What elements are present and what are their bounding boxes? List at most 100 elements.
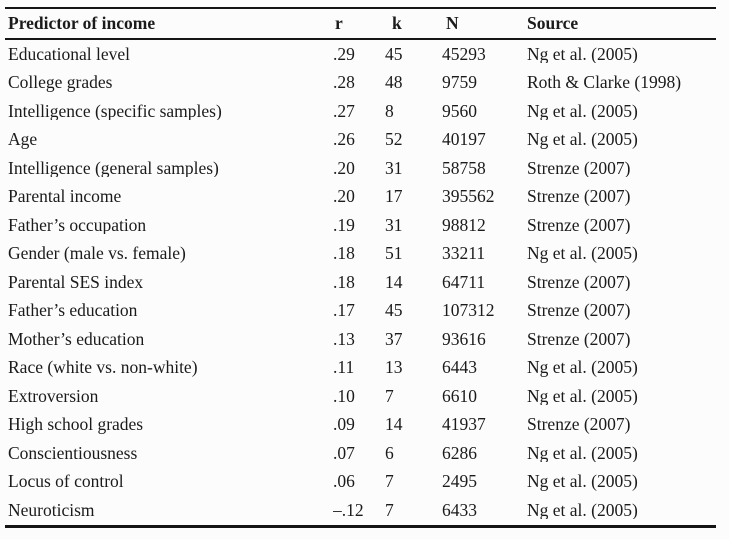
cell-n: 64711 xyxy=(442,273,486,291)
cell-k: 45 xyxy=(385,302,403,320)
table-body: Educational level .29 45 45293 Ng et al.… xyxy=(5,40,716,528)
cell-source: Ng et al. (2005) xyxy=(527,444,638,462)
cell-predictor: Intelligence (general samples) xyxy=(8,159,219,177)
cell-source: Strenze (2007) xyxy=(527,330,631,348)
cell-k: 7 xyxy=(385,501,394,519)
table-row: Gender (male vs. female) .18 51 33211 Ng… xyxy=(5,240,716,269)
cell-source: Strenze (2007) xyxy=(527,159,631,177)
column-header-source: Source xyxy=(527,14,579,33)
column-header-k: k xyxy=(392,14,402,33)
cell-k: 7 xyxy=(385,473,394,491)
cell-source: Ng et al. (2005) xyxy=(527,45,638,63)
cell-k: 6 xyxy=(385,444,394,462)
column-header-r: r xyxy=(335,14,343,33)
cell-source: Ng et al. (2005) xyxy=(527,245,638,263)
cell-source: Ng et al. (2005) xyxy=(527,102,638,120)
cell-source: Ng et al. (2005) xyxy=(527,359,638,377)
table-header-row: Predictor of income r k N Source xyxy=(5,7,716,40)
cell-source: Strenze (2007) xyxy=(527,302,631,320)
cell-r: .27 xyxy=(333,102,355,120)
cell-r: .07 xyxy=(333,444,355,462)
table-row: Mother’s education .13 37 93616 Strenze … xyxy=(5,325,716,354)
cell-r: .06 xyxy=(333,473,355,491)
cell-r: .19 xyxy=(333,216,355,234)
cell-n: 58758 xyxy=(442,159,486,177)
cell-r: .09 xyxy=(333,416,355,434)
cell-predictor: Parental SES index xyxy=(8,273,144,291)
cell-source: Roth & Clarke (1998) xyxy=(527,74,682,92)
column-header-n: N xyxy=(446,14,459,33)
cell-predictor: Educational level xyxy=(8,45,130,63)
cell-r: .26 xyxy=(333,131,355,149)
cell-predictor: Locus of control xyxy=(8,473,124,491)
table-row: Race (white vs. non-white) .11 13 6443 N… xyxy=(5,354,716,383)
cell-n: 6610 xyxy=(442,387,477,405)
cell-n: 98812 xyxy=(442,216,486,234)
cell-r: .17 xyxy=(333,302,355,320)
table-row: Father’s education .17 45 107312 Strenze… xyxy=(5,297,716,326)
table-row: Locus of control .06 7 2495 Ng et al. (2… xyxy=(5,468,716,497)
cell-n: 9560 xyxy=(442,102,477,120)
table-row: Educational level .29 45 45293 Ng et al.… xyxy=(5,40,716,69)
cell-n: 93616 xyxy=(442,330,486,348)
table-row: Parental SES index .18 14 64711 Strenze … xyxy=(5,268,716,297)
cell-k: 7 xyxy=(385,387,394,405)
column-header-predictor: Predictor of income xyxy=(8,14,156,33)
cell-k: 17 xyxy=(385,188,403,206)
cell-k: 51 xyxy=(385,245,403,263)
cell-n: 395562 xyxy=(442,188,495,206)
cell-source: Ng et al. (2005) xyxy=(527,501,638,519)
table-row: Conscientiousness .07 6 6286 Ng et al. (… xyxy=(5,439,716,468)
cell-k: 14 xyxy=(385,273,403,291)
table-row: Father’s occupation .19 31 98812 Strenze… xyxy=(5,211,716,240)
cell-k: 14 xyxy=(385,416,403,434)
cell-n: 9759 xyxy=(442,74,477,92)
cell-r: .11 xyxy=(333,359,355,377)
cell-r: .10 xyxy=(333,387,355,405)
cell-k: 31 xyxy=(385,216,403,234)
cell-source: Strenze (2007) xyxy=(527,188,631,206)
table-row: College grades .28 48 9759 Roth & Clarke… xyxy=(5,69,716,98)
cell-source: Ng et al. (2005) xyxy=(527,387,638,405)
cell-k: 45 xyxy=(385,45,403,63)
cell-r: .18 xyxy=(333,273,355,291)
cell-r: .20 xyxy=(333,188,355,206)
cell-r: .18 xyxy=(333,245,355,263)
cell-predictor: Gender (male vs. female) xyxy=(8,245,186,263)
cell-k: 13 xyxy=(385,359,403,377)
cell-predictor: Race (white vs. non-white) xyxy=(8,359,198,377)
cell-n: 41937 xyxy=(442,416,486,434)
cell-source: Strenze (2007) xyxy=(527,273,631,291)
cell-r: .29 xyxy=(333,45,355,63)
cell-n: 6443 xyxy=(442,359,477,377)
table-row: Extroversion .10 7 6610 Ng et al. (2005) xyxy=(5,382,716,411)
cell-predictor: Age xyxy=(8,131,38,149)
cell-predictor: Father’s occupation xyxy=(8,216,147,234)
cell-r: –.12 xyxy=(333,501,364,519)
cell-r: .28 xyxy=(333,74,355,92)
cell-k: 37 xyxy=(385,330,403,348)
cell-n: 107312 xyxy=(442,302,495,320)
table-row: Intelligence (general samples) .20 31 58… xyxy=(5,154,716,183)
cell-predictor: Neuroticism xyxy=(8,501,95,519)
cell-predictor: Intelligence (specific samples) xyxy=(8,102,222,120)
predictors-of-income-table: Predictor of income r k N Source Educati… xyxy=(5,7,716,528)
cell-predictor: Extroversion xyxy=(8,387,99,405)
cell-n: 45293 xyxy=(442,45,486,63)
cell-predictor: High school grades xyxy=(8,416,144,434)
table-row: Age .26 52 40197 Ng et al. (2005) xyxy=(5,126,716,155)
cell-source: Strenze (2007) xyxy=(527,216,631,234)
cell-predictor: Mother’s education xyxy=(8,330,145,348)
cell-source: Ng et al. (2005) xyxy=(527,473,638,491)
cell-k: 48 xyxy=(385,74,403,92)
cell-n: 6433 xyxy=(442,501,477,519)
table-row: High school grades .09 14 41937 Strenze … xyxy=(5,411,716,440)
cell-n: 2495 xyxy=(442,473,477,491)
cell-r: .13 xyxy=(333,330,355,348)
cell-k: 52 xyxy=(385,131,403,149)
cell-predictor: Parental income xyxy=(8,188,122,206)
cell-source: Strenze (2007) xyxy=(527,416,631,434)
cell-k: 8 xyxy=(385,102,394,120)
cell-n: 6286 xyxy=(442,444,477,462)
